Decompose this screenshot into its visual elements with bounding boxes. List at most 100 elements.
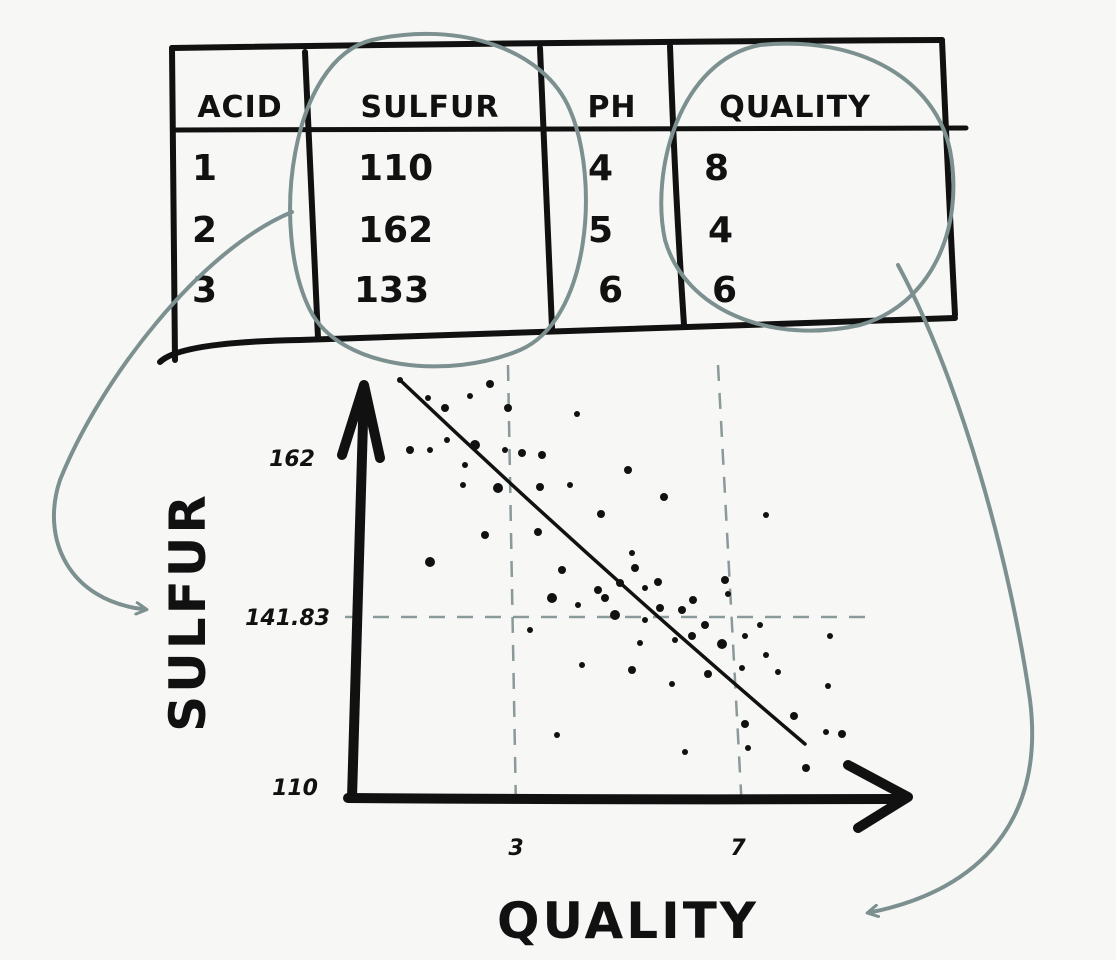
x-axis <box>343 793 907 805</box>
scatter-point <box>538 451 546 459</box>
cell-acid: 2 <box>192 210 217 251</box>
cell-acid: 3 <box>192 270 217 311</box>
scatter-point <box>493 483 503 493</box>
scatter-point <box>567 482 573 488</box>
y-axis-title: SULFUR <box>159 492 217 732</box>
scatter-point <box>656 604 664 612</box>
scatter-point <box>688 632 696 640</box>
scatter-point <box>790 712 798 720</box>
scatter-point <box>575 602 581 608</box>
cell-quality: 4 <box>708 210 733 251</box>
scatter-point <box>610 610 620 620</box>
trend-line <box>398 378 807 746</box>
scatter-point <box>704 670 712 678</box>
scatter-point <box>425 395 431 401</box>
scatter-point <box>597 510 605 518</box>
scatter-point <box>763 652 769 658</box>
cell-acid: 1 <box>192 148 217 189</box>
scatter-point <box>654 578 662 586</box>
cell-sulfur: 110 <box>358 148 433 189</box>
y-tick-141-83: 141.83 <box>245 606 330 631</box>
scatter-point <box>672 637 678 643</box>
scatter-point <box>689 596 697 604</box>
x-tick-7: 7 <box>730 836 746 861</box>
table-row: 2 162 5 4 <box>192 210 733 251</box>
sulfur-column-highlight-circle <box>288 31 588 369</box>
scatter-point <box>642 617 648 623</box>
scatter-point <box>629 550 635 556</box>
x-axis-arrowhead <box>843 760 913 833</box>
sulfur-to-axis-arrow <box>51 210 294 609</box>
scatter-point <box>745 745 751 751</box>
scatter-point <box>701 621 709 629</box>
table-row: 3 133 6 6 <box>192 270 737 311</box>
scatter-point <box>763 512 769 518</box>
scatter-point <box>444 437 450 443</box>
y-axis-arrowhead <box>337 380 385 463</box>
table-left-border <box>169 45 178 363</box>
scatter-point <box>775 669 781 675</box>
scatter-point <box>825 683 831 689</box>
scatter-point <box>757 622 763 628</box>
scatter-point <box>441 404 449 412</box>
quality-column-highlight-circle <box>659 41 956 333</box>
scatter-point <box>427 447 433 453</box>
scatter-point <box>725 591 731 597</box>
scatter-point <box>682 749 688 755</box>
guide-x-7 <box>716 364 744 811</box>
scatter-point <box>486 380 494 388</box>
table-col-divider-3 <box>667 43 687 328</box>
y-axis <box>347 383 369 803</box>
scatter-point <box>579 662 585 668</box>
scatter-point <box>721 576 729 584</box>
scatter-point <box>504 404 512 412</box>
cell-ph: 5 <box>588 210 613 251</box>
table-row: 1 110 4 8 <box>192 148 729 189</box>
header-sulfur: SULFUR <box>360 90 499 125</box>
x-tick-3: 3 <box>508 836 523 861</box>
scatter-point <box>669 681 675 687</box>
scatter-point <box>717 639 727 649</box>
header-acid: ACID <box>197 90 282 125</box>
table-right-border <box>939 37 958 318</box>
guide-x-3 <box>506 364 518 811</box>
scatter-chart: 162 141.83 110 3 7 SULFUR QUALITY <box>159 364 913 950</box>
table-header-divider <box>172 125 969 133</box>
scatter-point <box>534 528 542 536</box>
scatter-point <box>624 466 632 474</box>
header-quality: QUALITY <box>719 90 871 125</box>
scatter-point <box>574 411 580 417</box>
scatter-point <box>739 665 745 671</box>
scatter-point <box>742 633 748 639</box>
quality-to-axis-arrow <box>872 263 1035 912</box>
scatter-point <box>628 666 636 674</box>
scatter-point <box>838 730 846 738</box>
scatter-point <box>462 462 468 468</box>
scatter-point <box>547 593 557 603</box>
scatter-point <box>827 633 833 639</box>
scatter-point <box>518 449 526 457</box>
y-tick-162: 162 <box>269 447 315 472</box>
table-col-divider-2 <box>537 45 555 331</box>
header-ph: PH <box>587 90 636 125</box>
cell-quality: 8 <box>704 148 729 189</box>
scatter-point <box>460 482 466 488</box>
scatter-point <box>594 586 602 594</box>
scatter-point <box>425 557 435 567</box>
table-col-divider-1 <box>302 49 321 341</box>
x-axis-title: QUALITY <box>497 892 759 950</box>
table-top-border <box>169 37 945 51</box>
scatter-point <box>642 585 648 591</box>
scatter-point <box>527 627 533 633</box>
table-bottom-border <box>157 315 958 365</box>
scatter-points <box>397 377 846 772</box>
cell-sulfur: 162 <box>358 210 433 251</box>
scatter-point <box>554 732 560 738</box>
scatter-point <box>406 446 414 454</box>
scatter-point <box>660 493 668 501</box>
cell-ph: 4 <box>588 148 613 189</box>
scatter-point <box>678 606 686 614</box>
scatter-point <box>502 447 508 453</box>
scatter-point <box>467 393 473 399</box>
